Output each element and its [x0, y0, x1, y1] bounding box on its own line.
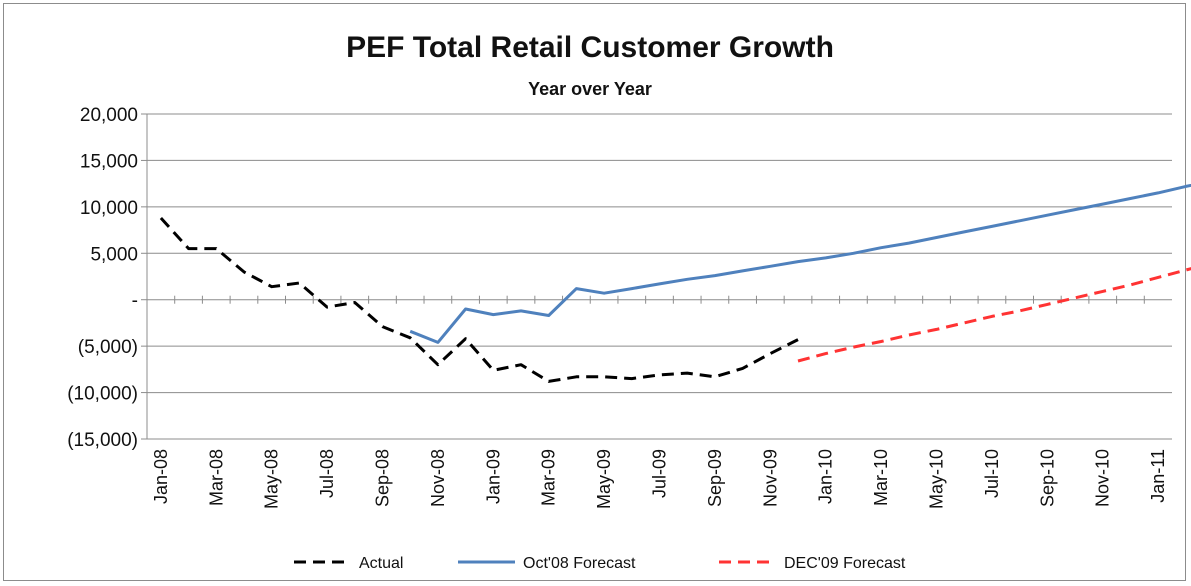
x-tick-label: Sep-10	[1037, 449, 1057, 507]
chart-subtitle: Year over Year	[528, 79, 652, 99]
y-tick-label: 15,000	[80, 151, 138, 172]
x-tick-label: Sep-08	[372, 449, 392, 507]
y-tick-label: 10,000	[80, 198, 138, 219]
series-line	[797, 267, 1191, 363]
x-tick-label: Mar-09	[539, 449, 559, 506]
chart-title: PEF Total Retail Customer Growth	[346, 31, 834, 64]
x-tick-label: Nov-10	[1093, 449, 1113, 507]
y-tick-label: 20,000	[80, 105, 138, 126]
legend-label: Oct'08 Forecast	[523, 555, 636, 572]
x-tick-label: Jan-08	[151, 449, 171, 504]
x-tick-label: May-08	[262, 449, 282, 509]
x-tick-label: Jul-09	[650, 449, 670, 498]
x-tick-label: Nov-08	[428, 449, 448, 507]
x-tick-label: Jan-10	[816, 449, 836, 504]
series-lines	[159, 183, 1191, 383]
y-tick-label: (10,000)	[67, 384, 138, 405]
x-tick-label: May-10	[927, 449, 947, 509]
series-line	[159, 216, 799, 383]
x-tick-label: Sep-09	[705, 449, 725, 507]
x-tick-label: Mar-10	[871, 449, 891, 506]
legend: Actual Oct'08 Forecast DEC'09 Forecast	[294, 555, 906, 572]
gridlines	[147, 113, 1172, 440]
x-tick-label: May-09	[594, 449, 614, 509]
x-tick-label: Jan-09	[483, 449, 503, 504]
axes: 20,000 15,000 10,000 5,000 - (5,000) (10,000) (…	[67, 105, 1172, 509]
x-tick-label: Jul-08	[317, 449, 337, 498]
y-tick-label: (15,000)	[67, 430, 138, 451]
series-line	[409, 183, 1191, 344]
y-tick-label: (5,000)	[78, 337, 138, 358]
x-tick-label: Jul-10	[982, 449, 1002, 498]
y-tick-label: 5,000	[90, 244, 138, 265]
y-tick-label: -	[132, 291, 138, 312]
legend-label: DEC'09 Forecast	[784, 555, 906, 572]
x-tick-label: Jan-11	[1148, 449, 1168, 503]
legend-label: Actual	[359, 555, 403, 572]
x-tick-label: Nov-09	[760, 449, 780, 507]
x-tick-label: Mar-08	[206, 449, 226, 506]
